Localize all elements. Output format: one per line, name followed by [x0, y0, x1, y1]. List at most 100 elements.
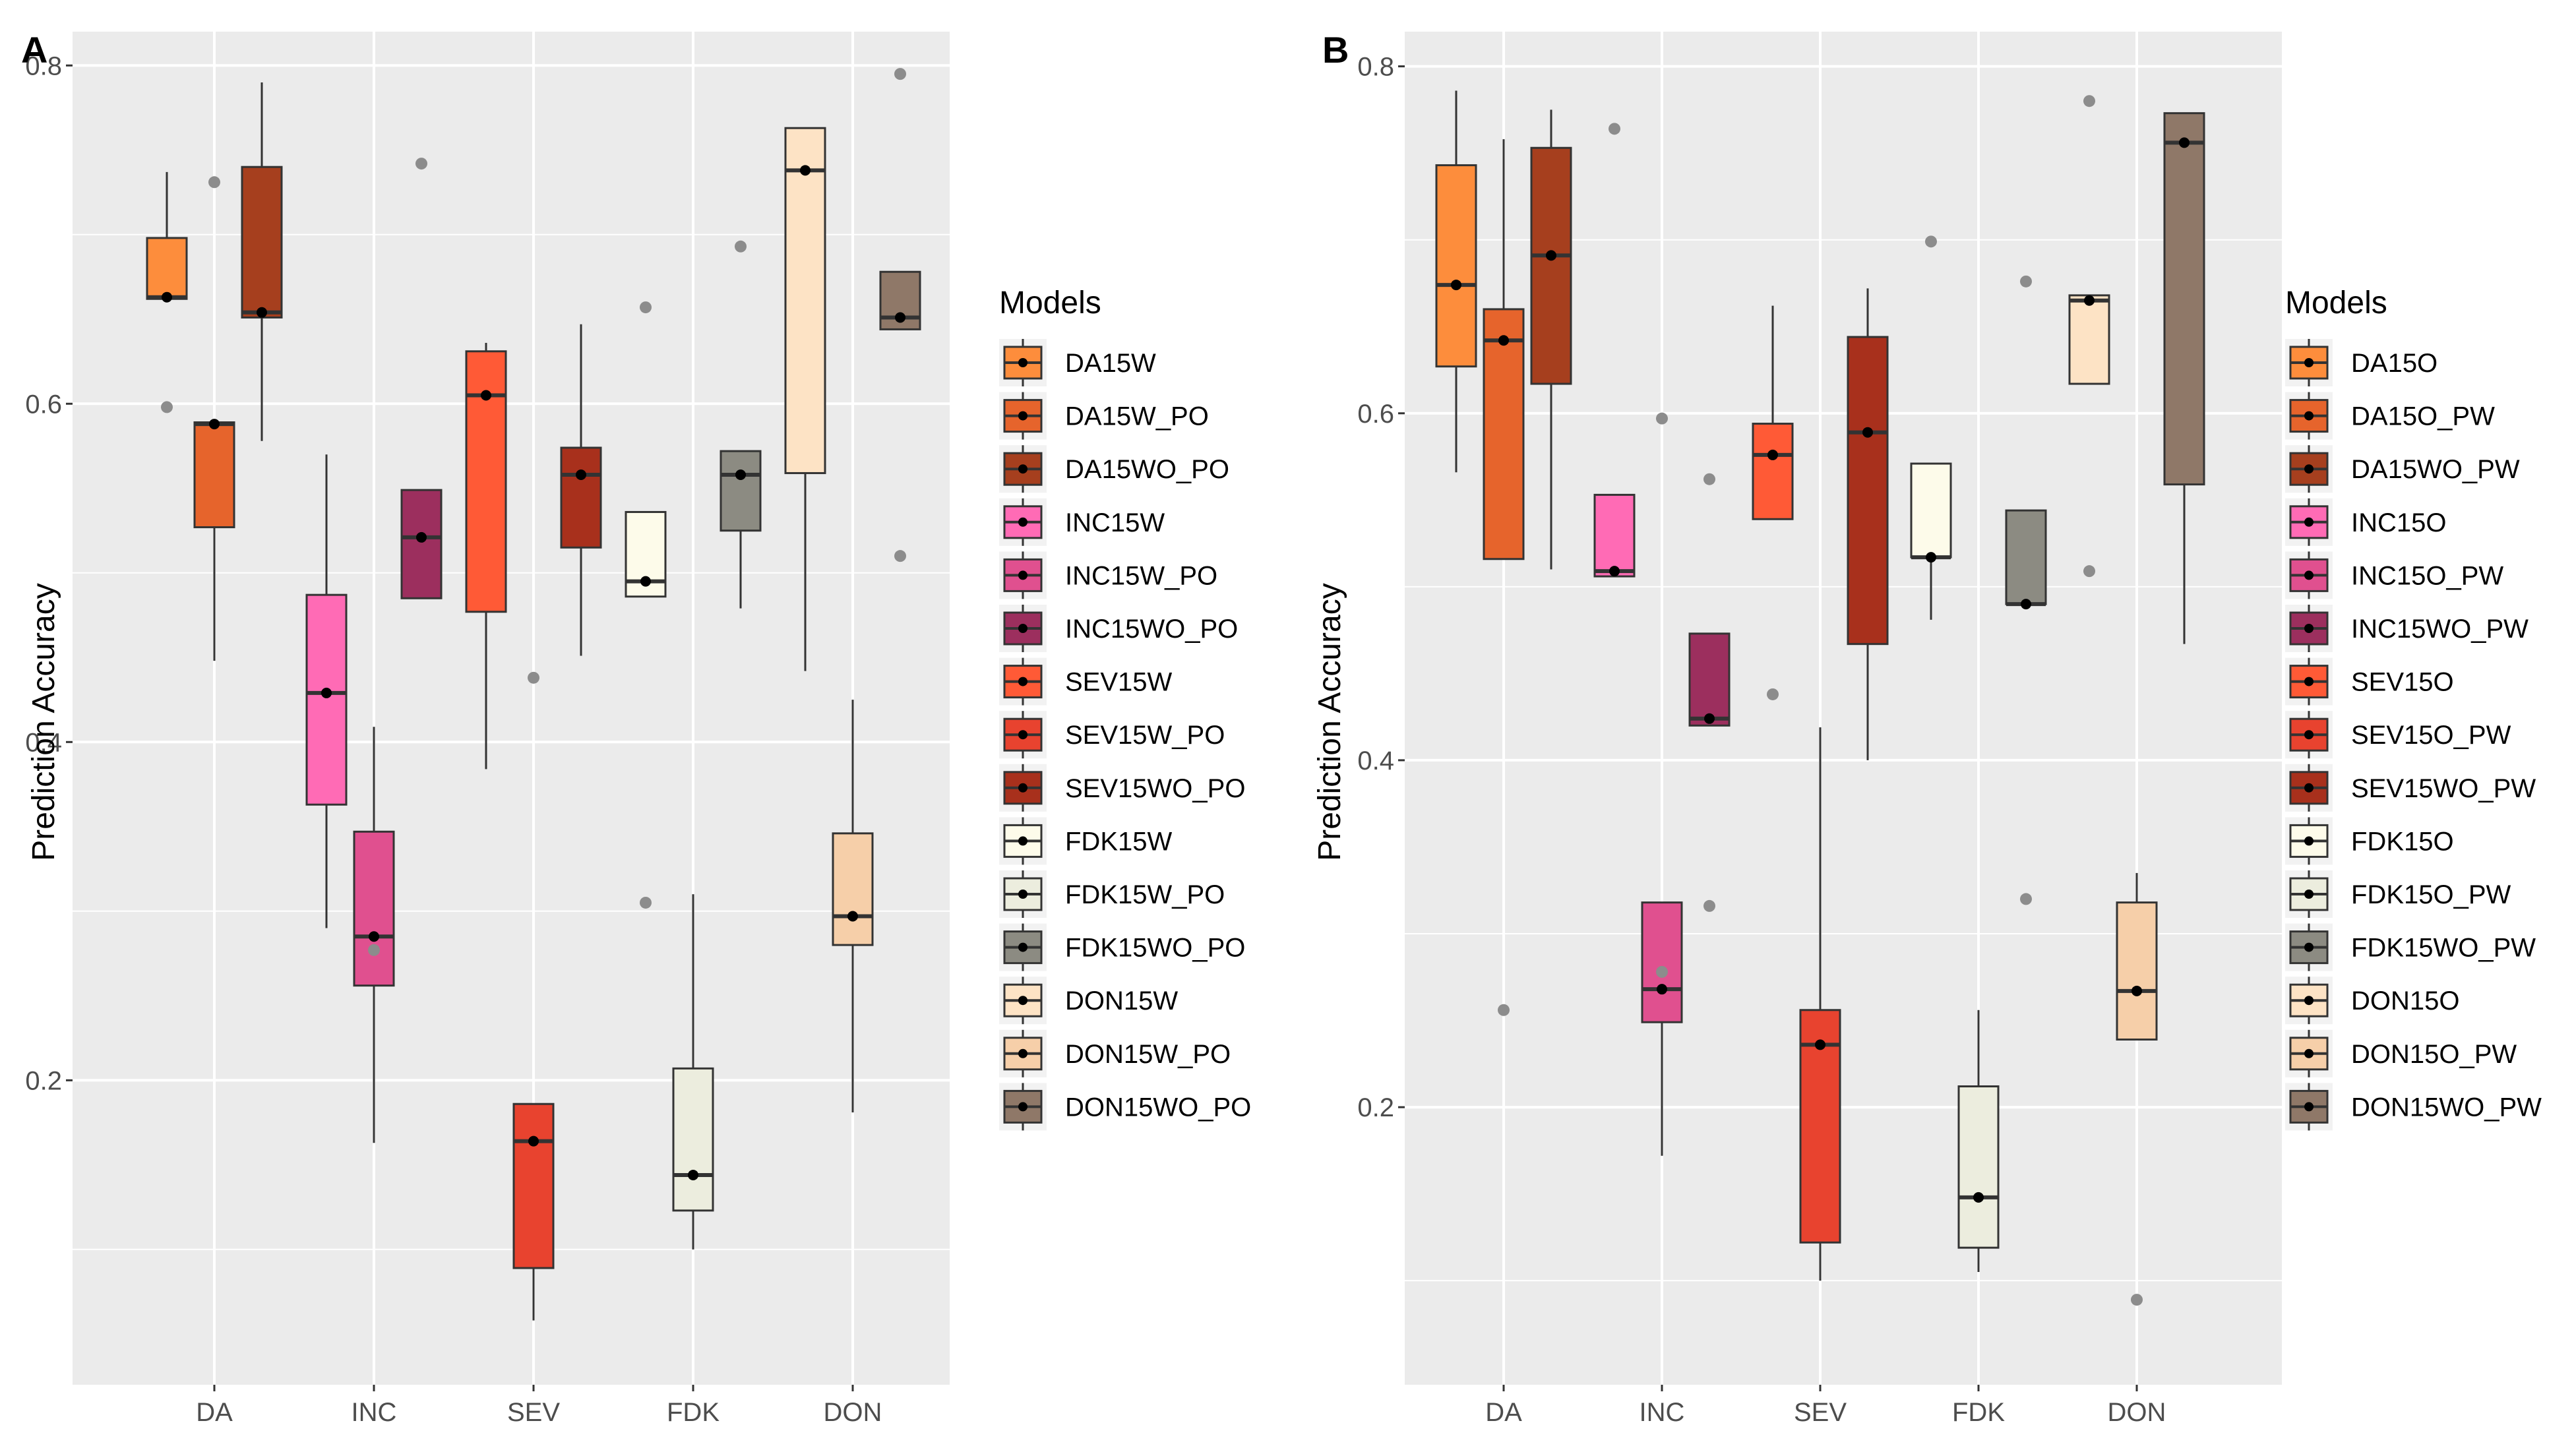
- legend-item: FDK15W_PO: [999, 870, 1225, 918]
- box-body: [832, 832, 874, 946]
- legend-label: DON15O_PW: [2351, 1040, 2517, 1069]
- legend-label: FDK15WO_PW: [2351, 934, 2536, 963]
- median-point: [1926, 552, 1936, 563]
- box-da15w-po: [193, 176, 235, 661]
- median-point: [1973, 1192, 1984, 1203]
- box-body: [1530, 146, 1572, 385]
- legend-item: INC15WO_PO: [999, 605, 1238, 652]
- legend-key-point: [2304, 1102, 2314, 1112]
- box-fdk15o-pw: [1957, 1010, 2000, 1272]
- outlier-point: [2083, 95, 2095, 107]
- y-tick-label: 0.8: [1357, 53, 1394, 82]
- legend-label: DON15WO_PO: [1065, 1093, 1251, 1122]
- legend-item: INC15W: [999, 498, 1165, 546]
- legend-item: SEV15O: [2285, 657, 2454, 706]
- median-point: [2021, 599, 2031, 610]
- legend-item: SEV15W: [999, 657, 1173, 706]
- box-body: [353, 830, 395, 987]
- panel-label: A: [21, 29, 47, 71]
- box-body: [2005, 509, 2047, 605]
- legend-key-point: [1018, 996, 1027, 1006]
- box-body: [1641, 901, 1683, 1023]
- median-point: [528, 1135, 539, 1147]
- median-point: [640, 576, 651, 587]
- median-point: [688, 1169, 698, 1180]
- median-point: [369, 931, 379, 942]
- box-body: [305, 593, 348, 806]
- legend-item: SEV15WO_PO: [999, 764, 1245, 812]
- y-tick-label: 0.4: [1357, 746, 1394, 775]
- legend-label: INC15O_PW: [2351, 561, 2503, 590]
- legend-key-point: [2304, 358, 2314, 367]
- legend-key-point: [2304, 677, 2314, 686]
- median-point: [800, 165, 811, 176]
- box-don15w: [784, 127, 826, 671]
- legend-key-point: [2304, 1048, 2314, 1058]
- legend-item: INC15WO_PW: [2285, 605, 2529, 652]
- legend-key-point: [1018, 411, 1027, 421]
- x-tick-label-sev: SEV: [1794, 1398, 1847, 1427]
- legend-item: INC15W_PO: [999, 551, 1217, 599]
- outlier-point: [1925, 235, 1937, 248]
- outlier-point: [2020, 893, 2032, 905]
- legend-label: DA15WO_PO: [1065, 455, 1229, 484]
- box-fdk15w-po: [672, 894, 714, 1250]
- legend-key-point: [1018, 464, 1027, 474]
- median-point: [2179, 137, 2190, 148]
- outlier-point: [2020, 275, 2032, 287]
- legend-item: DA15O_PW: [2285, 392, 2495, 440]
- box-body: [2163, 112, 2205, 486]
- box-body: [1483, 308, 1525, 560]
- legend-key-point: [2304, 783, 2314, 793]
- outlier-point: [368, 944, 380, 956]
- legend-item: INC15O: [2285, 498, 2447, 546]
- median-point: [257, 307, 267, 318]
- legend-item: SEV15WO_PW: [2285, 764, 2536, 812]
- box-body: [1752, 423, 1794, 520]
- median-point: [1451, 280, 1461, 291]
- outlier-point: [528, 671, 539, 684]
- y-tick-label: 0.6: [25, 390, 62, 419]
- legend-key-point: [2304, 942, 2314, 952]
- box-body: [720, 450, 762, 532]
- median-point: [1657, 984, 1667, 995]
- legend: Models DA15W DA15W_PO DA15WO_PO INC15W INC15W…: [999, 286, 1251, 1131]
- y-tick-label: 0.2: [25, 1066, 62, 1095]
- outlier-point: [161, 401, 173, 413]
- median-point: [481, 390, 491, 401]
- box-body: [1435, 164, 1477, 368]
- outlier-point: [1656, 965, 1668, 978]
- legend-key-point: [2304, 730, 2314, 740]
- outlier-point: [415, 158, 427, 170]
- box-don15o-pw: [2116, 872, 2158, 1306]
- box-sev15o: [1752, 305, 1794, 700]
- legend-label: FDK15W_PO: [1065, 880, 1225, 909]
- box-inc15o: [1593, 123, 1636, 578]
- legend-label: DA15W: [1065, 349, 1156, 378]
- box-inc15w-po: [353, 727, 395, 1143]
- legend-item: DON15WO_PW: [2285, 1083, 2542, 1131]
- legend-label: DON15W_PO: [1065, 1040, 1231, 1069]
- box-fdk15wo-po: [720, 240, 762, 609]
- box-fdk15wo-pw: [2005, 275, 2047, 905]
- legend-key-point: [1018, 1048, 1027, 1058]
- median-point: [1498, 335, 1509, 346]
- median-point: [847, 911, 858, 922]
- legend-key-point: [1018, 1102, 1027, 1112]
- legend-key-point: [1018, 836, 1027, 846]
- legend-label: DON15O: [2351, 986, 2460, 1015]
- box-inc15wo-po: [400, 158, 443, 599]
- median-point: [1704, 713, 1715, 724]
- legend-label: DA15W_PO: [1065, 402, 1209, 431]
- legend-item: DON15O_PW: [2285, 1029, 2517, 1077]
- x-tick-label-fdk: FDK: [667, 1398, 720, 1427]
- outlier-point: [2083, 565, 2095, 578]
- legend: Models DA15O DA15O_PW DA15WO_PW INC15O INC15O…: [2285, 286, 2542, 1131]
- legend-title: Models: [2285, 286, 2387, 320]
- legend-key-point: [2304, 890, 2314, 899]
- median-point: [2084, 295, 2095, 306]
- legend-item: DA15O: [2285, 339, 2438, 386]
- legend-label: DON15W: [1065, 986, 1178, 1015]
- legend-key-point: [2304, 624, 2314, 633]
